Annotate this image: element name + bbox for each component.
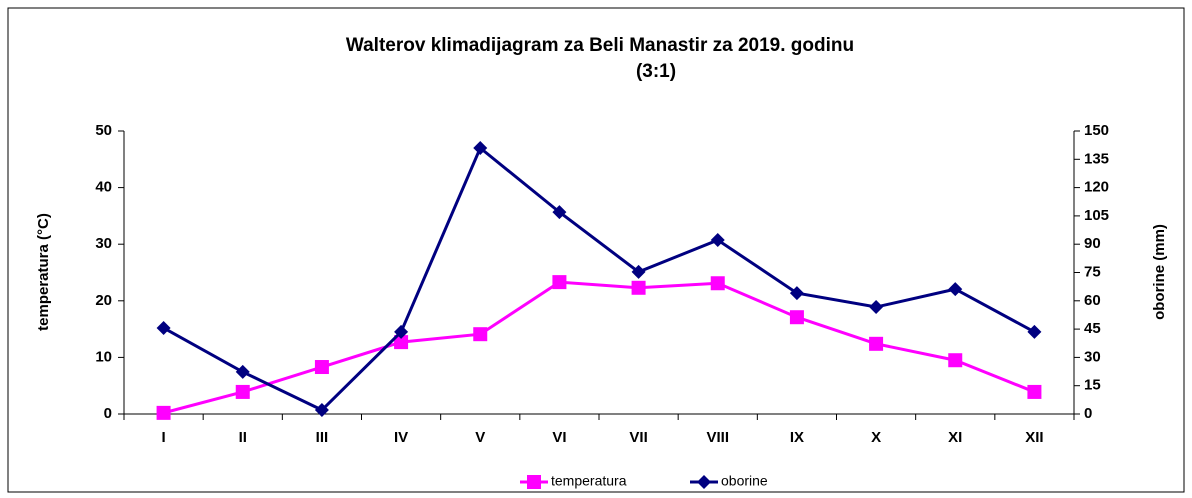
y2-tick-label: 75 bbox=[1084, 263, 1101, 280]
x-tick-label: VI bbox=[552, 429, 566, 446]
x-tick-label: I bbox=[161, 429, 165, 446]
y2-tick-label: 105 bbox=[1084, 207, 1109, 224]
x-tick-label: VII bbox=[629, 429, 647, 446]
x-tick-label: XI bbox=[948, 429, 962, 446]
chart-subtitle: (3:1) bbox=[636, 61, 676, 82]
x-tick-label: II bbox=[239, 429, 247, 446]
point bbox=[710, 233, 725, 248]
x-tick-label: III bbox=[316, 429, 329, 446]
y2-tick-label: 45 bbox=[1084, 320, 1101, 337]
legend-label: temperatura bbox=[551, 473, 627, 489]
point bbox=[869, 300, 884, 315]
point bbox=[473, 327, 488, 342]
point bbox=[156, 320, 171, 335]
y2-axis-label: oborine (mm) bbox=[1151, 224, 1168, 320]
y2-tick-label: 30 bbox=[1084, 348, 1101, 365]
y2-tick-label: 135 bbox=[1084, 150, 1109, 167]
point bbox=[631, 280, 646, 295]
series-line bbox=[162, 145, 1036, 412]
y-tick-label: 0 bbox=[104, 405, 112, 422]
point bbox=[473, 140, 488, 155]
point bbox=[394, 324, 409, 339]
legend-label: oborine bbox=[721, 473, 768, 489]
point bbox=[948, 282, 963, 297]
x-tick-label: X bbox=[871, 429, 881, 446]
point bbox=[948, 353, 963, 368]
point bbox=[789, 310, 804, 325]
y-tick-label: 50 bbox=[95, 122, 112, 139]
chart-border bbox=[7, 7, 1185, 493]
legend-marker bbox=[697, 475, 711, 489]
point bbox=[869, 336, 884, 351]
y-tick-label: 30 bbox=[95, 235, 112, 252]
point bbox=[1027, 384, 1042, 399]
chart-title: Walterov klimadijagram za Beli Manastir … bbox=[346, 35, 854, 56]
y2-tick-label: 60 bbox=[1084, 292, 1101, 309]
y2-tick-label: 15 bbox=[1084, 377, 1101, 394]
point bbox=[552, 275, 567, 290]
y-axis-label: temperatura (°C) bbox=[35, 213, 52, 331]
y2-tick-label: 0 bbox=[1084, 405, 1092, 422]
point bbox=[235, 364, 250, 379]
series-line bbox=[163, 280, 1035, 415]
x-tick-label: VIII bbox=[706, 429, 729, 446]
point bbox=[789, 286, 804, 301]
y-tick-label: 10 bbox=[95, 348, 112, 365]
x-tick-label: IX bbox=[790, 429, 804, 446]
y-tick-label: 20 bbox=[95, 292, 112, 309]
point bbox=[314, 360, 329, 375]
legend-marker bbox=[527, 475, 541, 489]
point bbox=[1027, 324, 1042, 339]
y2-tick-label: 120 bbox=[1084, 179, 1109, 196]
y2-tick-label: 150 bbox=[1084, 122, 1109, 139]
x-tick-label: XII bbox=[1025, 429, 1043, 446]
y-tick-label: 40 bbox=[95, 179, 112, 196]
point bbox=[631, 264, 646, 279]
point bbox=[394, 335, 409, 350]
point bbox=[314, 403, 329, 418]
y2-tick-label: 90 bbox=[1084, 235, 1101, 252]
point bbox=[156, 405, 171, 420]
x-tick-label: IV bbox=[394, 429, 408, 446]
point bbox=[235, 384, 250, 399]
point bbox=[710, 276, 725, 291]
point bbox=[552, 205, 567, 220]
x-tick-label: V bbox=[475, 429, 485, 446]
